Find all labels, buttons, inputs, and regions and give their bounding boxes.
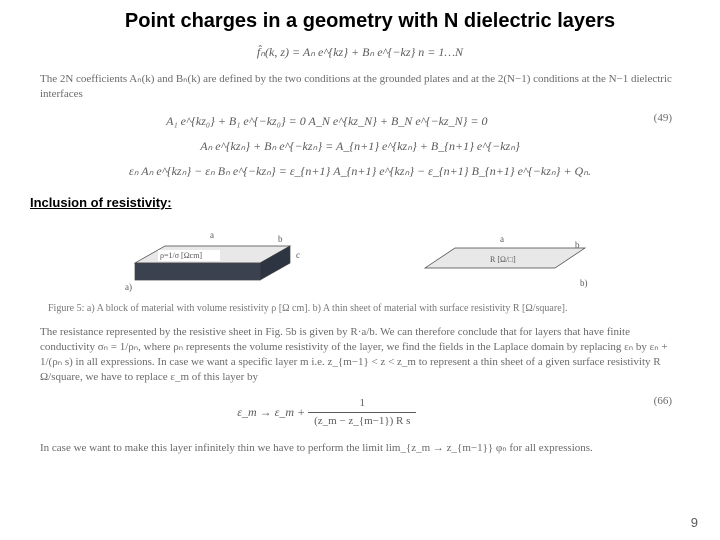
equation-number-66: (66) bbox=[654, 395, 672, 407]
label-c: c bbox=[296, 250, 300, 260]
equation-2b: Aₙ e^{kzₙ} + Bₙ e^{−kzₙ} = A_{n+1} e^{kz… bbox=[0, 137, 720, 156]
figure-5-caption: Figure 5: a) A block of material with vo… bbox=[0, 300, 720, 321]
slide-number: 9 bbox=[691, 515, 698, 530]
subheading-resistivity: Inclusion of resistivity: bbox=[0, 187, 720, 214]
eq3-numerator: 1 bbox=[308, 395, 416, 414]
paragraph-2: The resistance represented by the resist… bbox=[0, 321, 720, 388]
label-R: R [Ω/□] bbox=[490, 255, 516, 264]
eq3-left: ε_m → ε_m + bbox=[237, 405, 305, 419]
label-a: a bbox=[210, 230, 214, 240]
panel-a-label: a) bbox=[125, 282, 132, 292]
equation-number-49: (49) bbox=[654, 112, 672, 124]
paragraph-1: The 2N coefficients Aₙ(k) and Bₙ(k) are … bbox=[0, 68, 720, 106]
equation-3: ε_m → ε_m + 1 (z_m − z_{m−1}) R s bbox=[0, 395, 720, 431]
slide-title: Point charges in a geometry with N diele… bbox=[0, 0, 720, 37]
label-a2: a bbox=[500, 234, 504, 244]
equation-1: f̂ₙ(k, z) = Aₙ e^{kz} + Bₙ e^{−kz} n = 1… bbox=[0, 43, 720, 62]
eq1-text: f̂ₙ(k, z) = Aₙ e^{kz} + Bₙ e^{−kz} n = 1… bbox=[257, 45, 463, 59]
figure-5: a b c ρ=1/σ [Ωcm] a) a b R [Ω/□] b) bbox=[0, 218, 720, 298]
paragraph-3: In case we want to make this layer infin… bbox=[0, 437, 720, 460]
label-b: b bbox=[278, 234, 283, 244]
figure-5b: a b R [Ω/□] b) bbox=[390, 218, 620, 298]
equation-2c: εₙ Aₙ e^{kzₙ} − εₙ Bₙ e^{−kzₙ} = ε_{n+1}… bbox=[0, 162, 720, 181]
equation-2a: A₁ e^{kz₀} + B₁ e^{−kz₀} = 0 A_N e^{kz_N… bbox=[0, 112, 720, 131]
figure-5a: a b c ρ=1/σ [Ωcm] a) bbox=[100, 218, 330, 298]
eq2a-text: A₁ e^{kz₀} + B₁ e^{−kz₀} = 0 A_N e^{kz_N… bbox=[166, 114, 487, 128]
label-rho: ρ=1/σ [Ωcm] bbox=[160, 251, 202, 260]
panel-b-label: b) bbox=[580, 278, 588, 288]
eq2b-text: Aₙ e^{kzₙ} + Bₙ e^{−kzₙ} = A_{n+1} e^{kz… bbox=[200, 139, 520, 153]
label-b2: b bbox=[575, 240, 580, 250]
eq3-fraction: 1 (z_m − z_{m−1}) R s bbox=[308, 395, 416, 431]
eq2c-text: εₙ Aₙ e^{kzₙ} − εₙ Bₙ e^{−kzₙ} = ε_{n+1}… bbox=[129, 164, 591, 178]
eq3-denominator: (z_m − z_{m−1}) R s bbox=[308, 413, 416, 431]
